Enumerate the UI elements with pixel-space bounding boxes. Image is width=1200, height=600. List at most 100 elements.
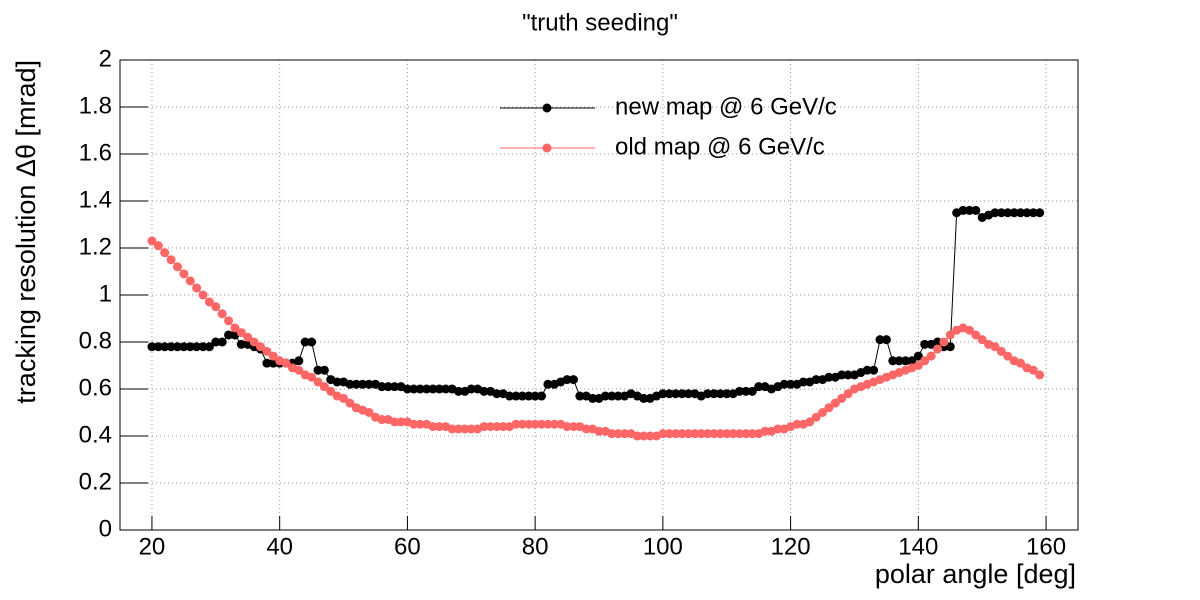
data-point [172, 342, 182, 352]
y-tick-label: 1.8 [79, 92, 112, 119]
data-point [664, 429, 674, 439]
data-point [409, 384, 419, 394]
data-point [1035, 370, 1045, 380]
data-point [364, 379, 374, 389]
data-point [345, 398, 355, 408]
data-point [709, 429, 719, 439]
data-point [204, 342, 214, 352]
data-point [179, 269, 189, 279]
data-point [990, 208, 1000, 218]
data-point [971, 205, 981, 215]
data-point [632, 431, 642, 441]
data-point [172, 262, 182, 272]
data-point [798, 377, 808, 387]
data-point [396, 417, 406, 427]
data-point [830, 398, 840, 408]
data-point [1003, 351, 1013, 361]
data-point [224, 330, 234, 340]
x-tick-label: 120 [771, 533, 811, 560]
data-point [402, 384, 412, 394]
data-point [939, 337, 949, 347]
data-point [166, 255, 176, 265]
data-point [824, 403, 834, 413]
data-point [996, 208, 1006, 218]
data-point [1016, 208, 1026, 218]
data-point [747, 429, 757, 439]
data-point [243, 332, 253, 342]
data-point [192, 283, 202, 293]
data-point [498, 422, 508, 432]
data-point [875, 335, 885, 345]
data-point [300, 337, 310, 347]
data-point [211, 337, 221, 347]
data-point [160, 248, 170, 258]
data-point [332, 377, 342, 387]
data-point [485, 422, 495, 432]
data-point [607, 429, 617, 439]
data-point [703, 389, 713, 399]
data-point [792, 419, 802, 429]
data-point [964, 205, 974, 215]
y-tick-label: 0.2 [79, 468, 112, 495]
data-point [492, 422, 502, 432]
data-point [422, 384, 432, 394]
data-point [920, 356, 930, 366]
data-point [977, 335, 987, 345]
y-tick-label: 0.4 [79, 421, 112, 448]
data-point [505, 391, 515, 401]
data-point [824, 372, 834, 382]
data-point [262, 358, 272, 368]
data-point [192, 342, 202, 352]
data-point [204, 297, 214, 307]
data-point [639, 393, 649, 403]
x-axis-label: polar angle [deg] [875, 559, 1076, 589]
data-point [236, 328, 246, 338]
y-tick-label: 0 [99, 515, 112, 542]
data-point [409, 419, 419, 429]
data-point [760, 426, 770, 436]
data-point [715, 429, 725, 439]
data-point [390, 417, 400, 427]
data-point [958, 205, 968, 215]
data-point [741, 429, 751, 439]
data-point [568, 375, 578, 385]
data-point [888, 356, 898, 366]
data-point [268, 351, 278, 361]
data-point [677, 429, 687, 439]
data-point [377, 415, 387, 425]
plot-frame [119, 59, 1079, 531]
data-point [319, 382, 329, 392]
data-point [453, 386, 463, 396]
data-point [600, 391, 610, 401]
data-point [901, 356, 911, 366]
data-point [639, 431, 649, 441]
data-point [907, 356, 917, 366]
x-tick-label: 40 [266, 533, 293, 560]
data-point [932, 344, 942, 354]
data-point [620, 429, 630, 439]
data-point [313, 365, 323, 375]
data-point [447, 424, 457, 434]
data-point [339, 393, 349, 403]
data-point [607, 391, 617, 401]
legend-marker [542, 103, 552, 113]
data-point [645, 431, 655, 441]
x-tick-label: 60 [394, 533, 421, 560]
data-point [217, 337, 227, 347]
data-point [428, 422, 438, 432]
data-point [613, 391, 623, 401]
data-point [479, 422, 489, 432]
data-point [613, 429, 623, 439]
data-point [677, 389, 687, 399]
data-point [964, 325, 974, 335]
data-point [811, 412, 821, 422]
data-point [153, 241, 163, 251]
data-point [658, 429, 668, 439]
data-point [230, 323, 240, 333]
data-point [313, 377, 323, 387]
data-point [703, 429, 713, 439]
data-point [671, 429, 681, 439]
data-point [434, 384, 444, 394]
data-point [945, 342, 955, 352]
data-point [588, 393, 598, 403]
